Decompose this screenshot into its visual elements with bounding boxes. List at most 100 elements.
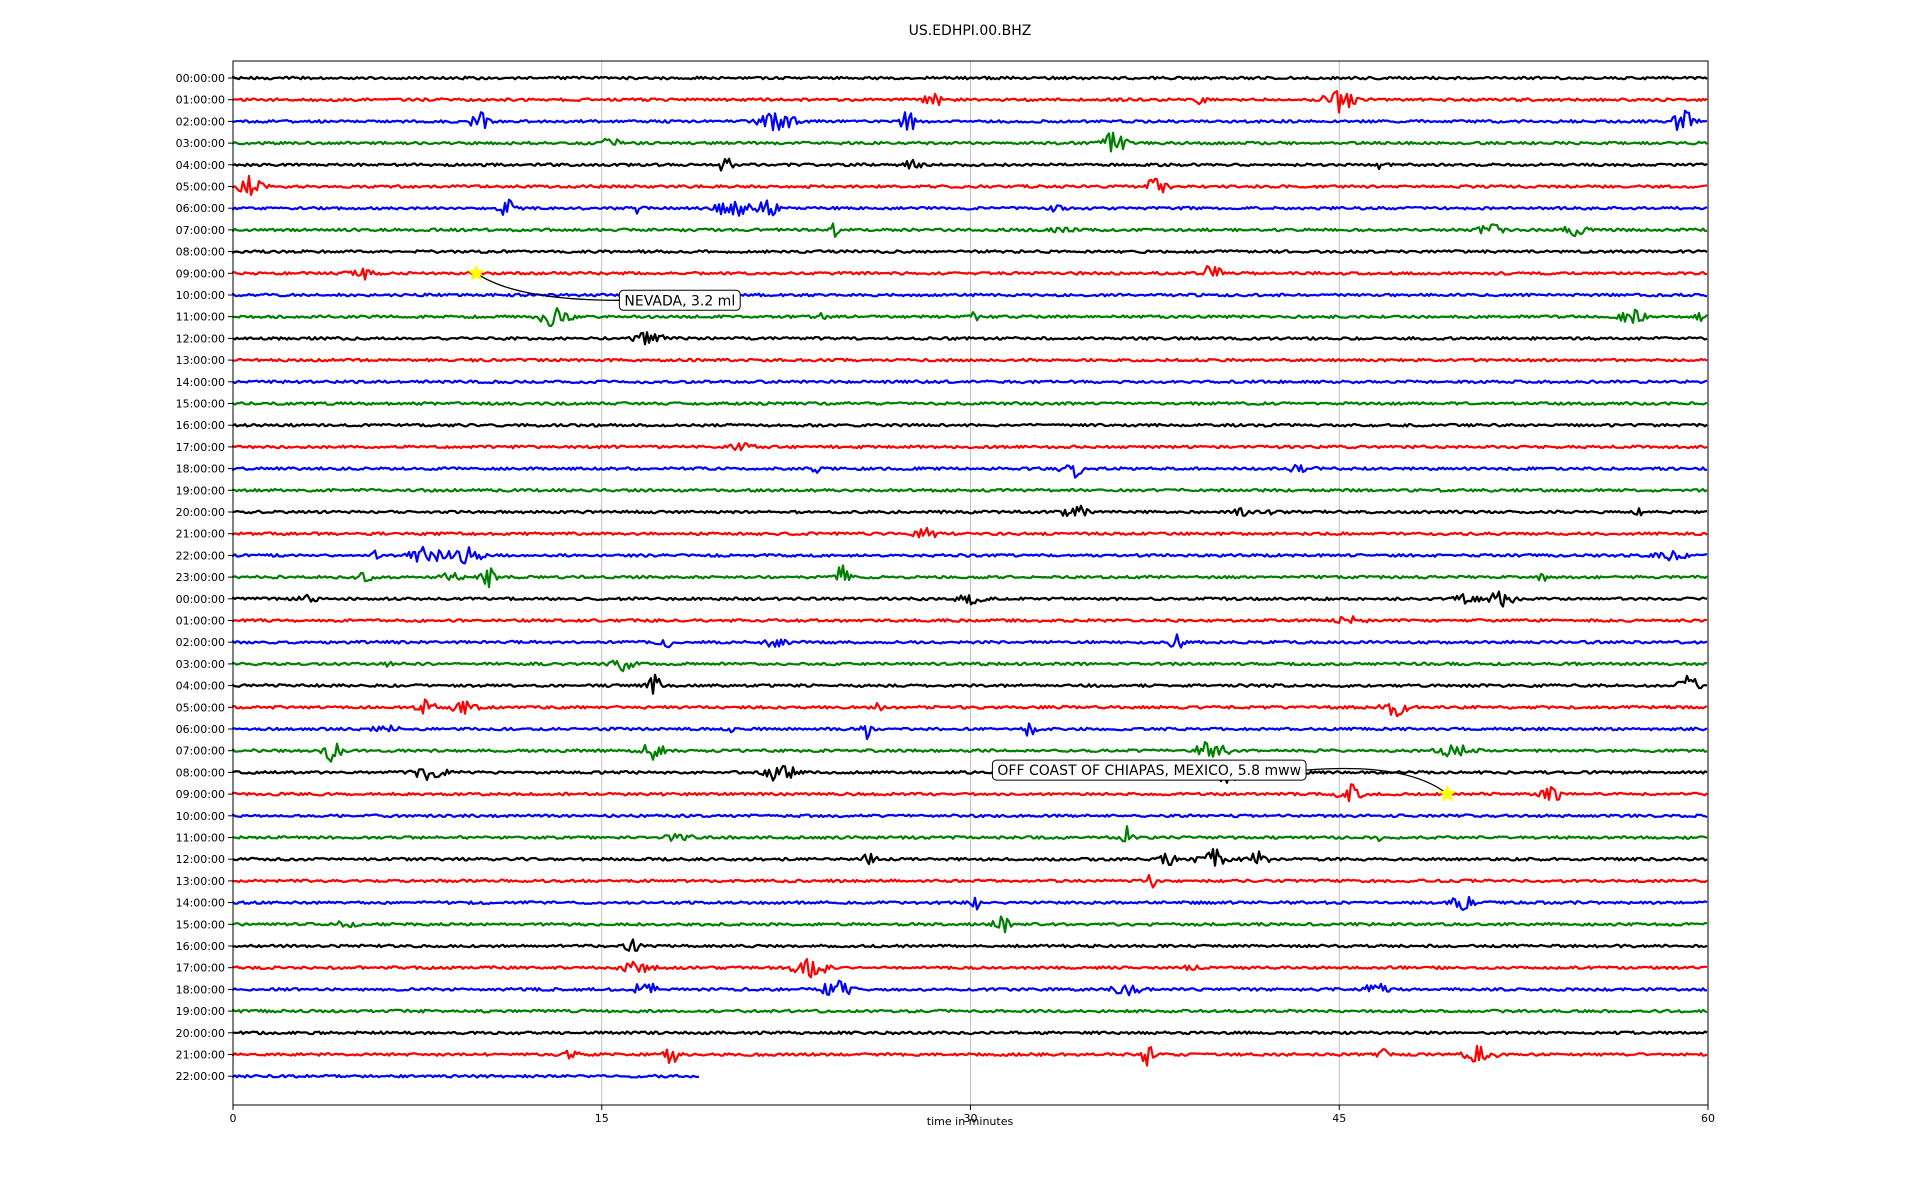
row-time-label: 21:00:00 (176, 1049, 225, 1062)
seismic-trace (231, 958, 1708, 979)
row-time-label: 22:00:00 (176, 1070, 225, 1083)
event-label-box (991, 759, 1307, 781)
seismic-trace (231, 615, 1708, 625)
x-tick-label: 15 (595, 1112, 609, 1125)
seismic-trace (231, 545, 1708, 565)
event-annotation: OFF COAST OF CHIAPAS, MEXICO, 5.8 mww (991, 759, 1457, 802)
seismic-trace (231, 174, 1708, 196)
seismic-trace (231, 762, 1708, 784)
x-tick-label: 0 (230, 1112, 237, 1125)
seismic-trace (231, 564, 1708, 589)
chart-title: US.EDHPI.00.BHZ (909, 23, 1032, 39)
seismic-trace (231, 783, 1708, 803)
row-time-label: 22:00:00 (176, 549, 225, 562)
seismic-trace (231, 659, 1708, 673)
seismic-trace (231, 722, 1708, 740)
seismic-trace (231, 1073, 700, 1079)
row-time-label: 09:00:00 (176, 788, 225, 801)
seismic-trace (231, 1008, 1708, 1014)
seismic-trace (231, 307, 1708, 328)
seismic-trace (231, 698, 1708, 718)
row-time-label: 01:00:00 (176, 94, 225, 107)
row-time-label: 12:00:00 (176, 332, 225, 345)
trace-layer (231, 75, 1708, 1079)
seismic-trace (231, 401, 1708, 406)
row-time-label: 10:00:00 (176, 289, 225, 302)
row-time-label: 16:00:00 (176, 419, 225, 432)
row-time-label: 13:00:00 (176, 354, 225, 367)
x-tick-label: 60 (1701, 1112, 1715, 1125)
row-label-layer: 00:00:00 01:00:00 02:00:00 03:00:00 04:00:00… (176, 72, 233, 1083)
seismic-trace (231, 222, 1708, 238)
row-time-label: 07:00:00 (176, 224, 225, 237)
row-time-label: 01:00:00 (176, 615, 225, 628)
row-time-label: 06:00:00 (176, 202, 225, 215)
seismic-trace (231, 673, 1708, 695)
row-time-label: 21:00:00 (176, 528, 225, 541)
row-time-label: 06:00:00 (176, 723, 225, 736)
row-time-label: 04:00:00 (176, 159, 225, 172)
event-label-box (618, 289, 741, 311)
seismic-trace (231, 109, 1708, 132)
x-axis-label: time in minutes (927, 1115, 1014, 1128)
row-time-label: 05:00:00 (176, 181, 225, 194)
row-time-label: 19:00:00 (176, 484, 225, 497)
event-connector (476, 272, 620, 301)
row-time-label: 14:00:00 (176, 376, 225, 389)
row-time-label: 19:00:00 (176, 1005, 225, 1018)
seismic-trace (231, 873, 1708, 889)
seismic-trace (231, 198, 1708, 217)
seismic-trace (231, 1044, 1708, 1067)
row-time-label: 10:00:00 (176, 810, 225, 823)
x-tick-label: 45 (1332, 1112, 1346, 1125)
row-time-label: 17:00:00 (176, 962, 225, 975)
row-time-label: 00:00:00 (176, 72, 225, 85)
seismic-trace (231, 265, 1708, 281)
row-time-label: 15:00:00 (176, 918, 225, 931)
seismic-trace (231, 741, 1708, 763)
row-time-label: 13:00:00 (176, 875, 225, 888)
row-time-label: 02:00:00 (176, 115, 225, 128)
annotation-layer: NEVADA, 3.2 ml OFF COAST OF CHIAPAS, MEXI… (467, 263, 1457, 802)
seismic-trace (231, 75, 1708, 81)
seismic-trace (231, 442, 1708, 452)
seismic-trace (231, 292, 1708, 298)
seismic-trace (231, 633, 1708, 649)
seismic-trace (231, 357, 1708, 363)
row-time-label: 07:00:00 (176, 745, 225, 758)
row-time-label: 11:00:00 (176, 832, 225, 845)
event-label: OFF COAST OF CHIAPAS, MEXICO, 5.8 mww (997, 763, 1301, 779)
seismic-trace (231, 157, 1708, 172)
row-time-label: 09:00:00 (176, 267, 225, 280)
row-time-label: 20:00:00 (176, 1027, 225, 1040)
seismic-trace (231, 825, 1708, 843)
row-time-label: 03:00:00 (176, 658, 225, 671)
row-time-label: 08:00:00 (176, 766, 225, 779)
row-time-label: 00:00:00 (176, 593, 225, 606)
row-time-label: 15:00:00 (176, 398, 225, 411)
row-time-label: 05:00:00 (176, 701, 225, 714)
event-annotation: NEVADA, 3.2 ml (467, 263, 741, 311)
seismic-trace (231, 915, 1707, 934)
event-connector (1305, 767, 1448, 795)
seismic-trace (231, 131, 1708, 153)
seismic-trace (232, 331, 1708, 346)
seismic-trace (231, 526, 1708, 539)
seismic-trace (231, 590, 1708, 608)
row-time-label: 03:00:00 (176, 137, 225, 150)
row-time-label: 14:00:00 (176, 897, 225, 910)
seismic-trace (231, 979, 1708, 997)
event-star-marker (1438, 784, 1457, 802)
seismic-trace (231, 379, 1708, 385)
seismic-trace (231, 813, 1708, 819)
seismic-trace (231, 938, 1708, 952)
row-time-label: 08:00:00 (176, 246, 225, 259)
row-time-label: 16:00:00 (176, 940, 225, 953)
seismic-trace (231, 895, 1708, 911)
row-time-label: 18:00:00 (176, 463, 225, 476)
seismic-trace (231, 504, 1708, 517)
event-label: NEVADA, 3.2 ml (624, 293, 735, 309)
seismic-trace (231, 463, 1708, 479)
x-tick-layer: 0 15 30 45 60 (230, 1105, 1715, 1125)
